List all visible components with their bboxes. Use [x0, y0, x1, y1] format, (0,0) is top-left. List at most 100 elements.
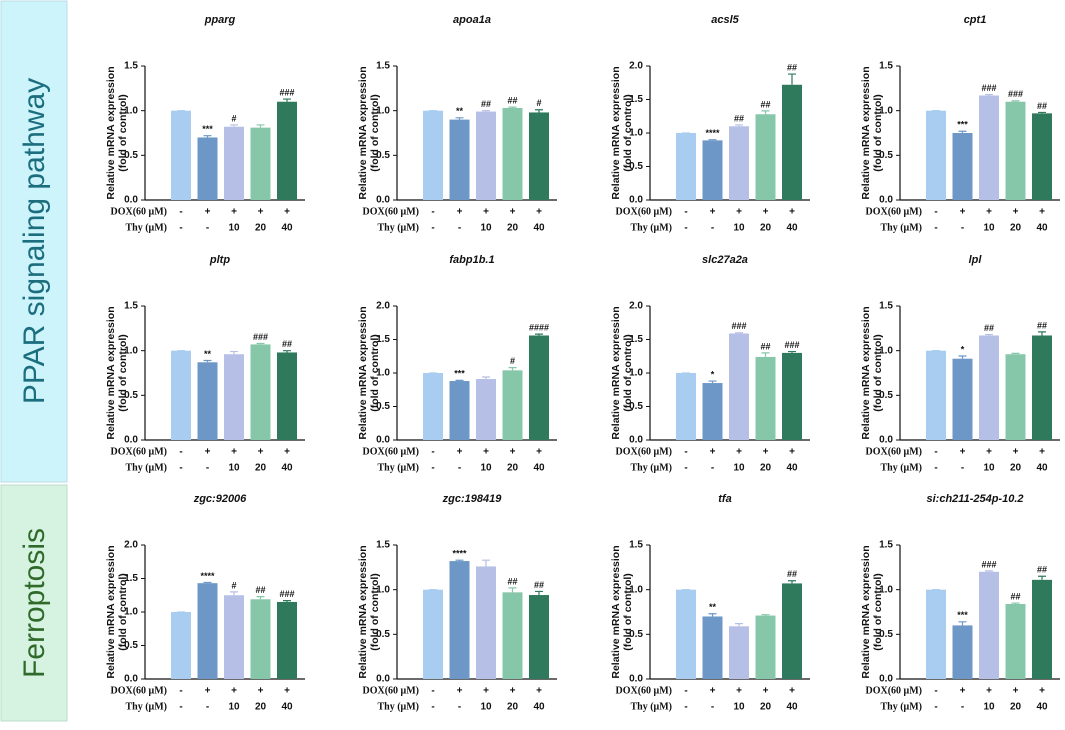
y-tick-label: 0.0 — [376, 195, 390, 206]
error-bar — [708, 380, 717, 384]
y-tick-label: 0.5 — [629, 401, 643, 412]
treatment-label: Thy (μM) — [881, 462, 923, 473]
treatment-value: 10 — [733, 223, 745, 234]
bar — [926, 589, 946, 679]
error-bar — [508, 106, 517, 108]
treatment-value: 40 — [533, 702, 545, 713]
bar — [224, 595, 244, 679]
treatment-value: + — [258, 447, 264, 458]
y-axis-label: (fold of control) — [622, 573, 634, 651]
treatment-label: Thy (μM) — [126, 462, 168, 473]
chart-title: fabp1b.1 — [449, 254, 494, 266]
error-bar — [1011, 100, 1020, 102]
y-tick-label: 1.0 — [376, 368, 390, 379]
y-axis-label: Relative mRNA expression — [357, 66, 369, 199]
chart-title: zgc:198419 — [442, 493, 503, 505]
section-box — [0, 0, 68, 483]
error-bar — [455, 117, 464, 120]
treatment-value: - — [179, 686, 182, 697]
bar — [224, 126, 244, 200]
treatment-value: - — [961, 223, 964, 234]
treatment-value: + — [510, 207, 516, 218]
treatment-value: - — [684, 223, 687, 234]
y-tick-label: 1.0 — [879, 105, 893, 116]
treatment-label: Thy (μM) — [378, 222, 420, 233]
significance-label: ## — [282, 339, 292, 349]
treatment-value: + — [986, 207, 992, 218]
y-tick-label: 0.5 — [124, 150, 138, 161]
significance-label: ## — [984, 323, 994, 333]
y-tick-label: 0.5 — [629, 161, 643, 172]
bar — [224, 354, 244, 440]
treatment-value: 40 — [1036, 702, 1048, 713]
treatment-label: DOX(60 μM) — [616, 446, 673, 457]
bar — [1005, 101, 1026, 200]
treatment-label: DOX(60 μM) — [363, 446, 420, 457]
treatment-value: 10 — [733, 702, 745, 713]
treatment-value: + — [736, 207, 742, 218]
treatment-value: + — [789, 686, 795, 697]
significance-label: ## — [1010, 591, 1020, 601]
significance-label: ## — [787, 569, 797, 579]
significance-label: ## — [507, 576, 517, 586]
treatment-value: + — [483, 207, 489, 218]
error-bar — [735, 332, 743, 334]
treatment-value: - — [179, 223, 182, 234]
significance-label: # — [536, 98, 541, 108]
bar — [979, 335, 999, 440]
error-bar — [1038, 331, 1046, 336]
treatment-value: 10 — [480, 223, 492, 234]
error-bar — [230, 591, 238, 596]
treatment-label: DOX(60 μM) — [363, 206, 420, 217]
treatment-value: 40 — [1036, 463, 1048, 474]
y-tick-label: 1.5 — [879, 301, 893, 312]
bar — [171, 612, 191, 679]
treatment-value: - — [711, 702, 714, 713]
treatment-label: Thy (μM) — [881, 222, 923, 233]
significance-label: ### — [253, 332, 268, 342]
bar — [1005, 354, 1026, 440]
significance-label: ### — [731, 321, 746, 331]
y-tick-label: 0.5 — [629, 629, 643, 640]
treatment-label: Thy (μM) — [378, 462, 420, 473]
bar — [277, 101, 297, 200]
treatment-value: - — [934, 447, 937, 458]
y-tick-label: 0.5 — [124, 640, 138, 651]
treatment-value: 10 — [983, 223, 995, 234]
treatment-value: + — [205, 207, 211, 218]
treatment-value: - — [684, 447, 687, 458]
treatment-value: + — [284, 686, 290, 697]
bar — [529, 335, 549, 440]
treatment-label: DOX(60 μM) — [866, 685, 923, 696]
error-bar — [788, 350, 796, 353]
y-tick-label: 2.0 — [124, 540, 138, 551]
y-axis-label: (fold of control) — [622, 94, 634, 172]
treatment-value: + — [763, 207, 769, 218]
treatment-value: + — [986, 447, 992, 458]
y-axis-label: Relative mRNA expression — [105, 66, 117, 199]
treatment-label: Thy (μM) — [631, 222, 673, 233]
y-axis-label: (fold of control) — [369, 334, 381, 412]
treatment-value: 20 — [1010, 463, 1022, 474]
error-bar — [455, 559, 464, 562]
error-bar — [761, 352, 770, 357]
bar — [676, 589, 696, 679]
treatment-value: + — [960, 686, 966, 697]
treatment-label: Thy (μM) — [631, 701, 673, 712]
error-bar — [708, 613, 717, 617]
treatment-value: - — [961, 463, 964, 474]
treatment-value: + — [258, 207, 264, 218]
treatment-value: + — [736, 447, 742, 458]
error-bar — [230, 124, 238, 127]
significance-label: *** — [454, 369, 465, 379]
bar — [476, 566, 496, 679]
y-tick-label: 0.0 — [629, 435, 643, 446]
y-axis-label: (fold of control) — [369, 94, 381, 172]
treatment-value: - — [961, 702, 964, 713]
error-bar — [482, 559, 490, 567]
treatment-value: - — [711, 463, 714, 474]
treatment-value: 10 — [480, 463, 492, 474]
treatment-value: 10 — [480, 702, 492, 713]
error-bar — [761, 110, 770, 115]
bar — [423, 373, 443, 440]
